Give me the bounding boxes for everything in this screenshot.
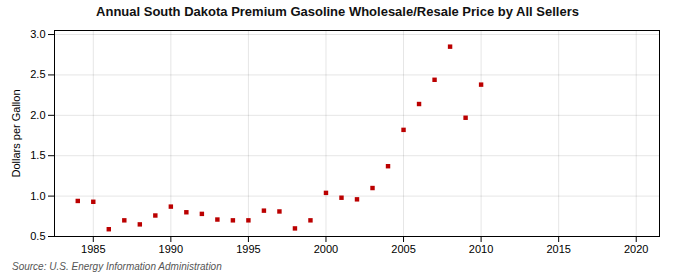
svg-text:1985: 1985 — [81, 243, 105, 255]
svg-text:2.0: 2.0 — [30, 109, 45, 121]
html-text:Annual South Dakota Premium Ga: Annual South Dakota Premium Gasoline Who… — [96, 4, 579, 19]
svg-text:2005: 2005 — [391, 243, 415, 255]
svg-text:1.0: 1.0 — [30, 190, 45, 202]
svg-text:2010: 2010 — [469, 243, 493, 255]
svg-text:2.5: 2.5 — [30, 68, 45, 80]
svg-text:1.5: 1.5 — [30, 149, 45, 161]
svg-text:3.0: 3.0 — [30, 28, 45, 40]
svg-text:0.5: 0.5 — [30, 230, 45, 242]
svg-text:2000: 2000 — [314, 243, 338, 255]
svg-text:1990: 1990 — [159, 243, 183, 255]
svg-text:Dollars per Gallon: Dollars per Gallon — [10, 89, 22, 177]
html-text:Source: U.S. Energy Informatio: Source: U.S. Energy Information Administ… — [12, 261, 222, 272]
svg-text:1995: 1995 — [236, 243, 260, 255]
svg-text:2020: 2020 — [624, 243, 648, 255]
svg-text:2015: 2015 — [546, 243, 570, 255]
